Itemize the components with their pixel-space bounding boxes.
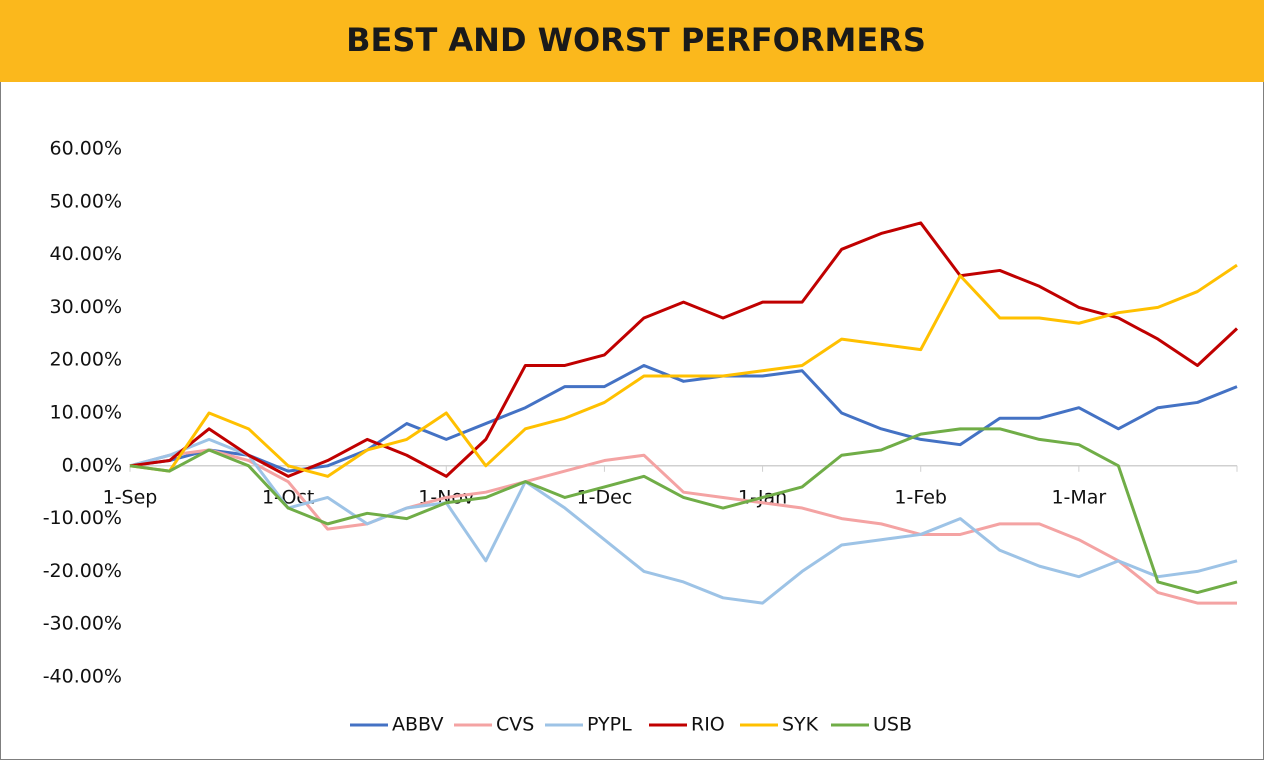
y-tick-label: 30.00% (50, 296, 122, 318)
legend-label: PYPL (587, 714, 632, 736)
chart-title: BEST AND WORST PERFORMERS (346, 21, 926, 59)
y-tick-label: -10.00% (43, 507, 122, 529)
x-tick-label: 1-Feb (894, 486, 947, 508)
y-tick-label: 40.00% (50, 243, 122, 265)
series-line (129, 448, 1237, 605)
title-bar (0, 0, 1264, 82)
x-tick-label: 1-Sep (103, 486, 158, 508)
series-line (129, 221, 1239, 478)
legend-label: RIO (691, 714, 725, 736)
legend-label: CVS (496, 714, 534, 736)
y-tick-label: -20.00% (43, 560, 122, 582)
x-tick-label: 1-Mar (1051, 486, 1106, 508)
series-line (129, 363, 1238, 473)
y-tick-label: 60.00% (50, 138, 122, 160)
y-tick-label: -30.00% (43, 613, 122, 635)
series-line (129, 437, 1238, 605)
y-tick-label: 20.00% (50, 349, 122, 371)
legend-label: USB (873, 714, 912, 736)
x-tick-label: 1-Dec (577, 486, 633, 508)
legend-label: ABBV (392, 714, 443, 736)
y-tick-label: 50.00% (50, 190, 122, 212)
y-tick-label: 10.00% (50, 402, 122, 424)
y-tick-label: -40.00% (43, 666, 122, 688)
series-line (129, 263, 1238, 478)
series-line (129, 427, 1238, 595)
y-tick-label: 0.00% (62, 454, 122, 476)
legend-label: SYK (782, 714, 819, 736)
